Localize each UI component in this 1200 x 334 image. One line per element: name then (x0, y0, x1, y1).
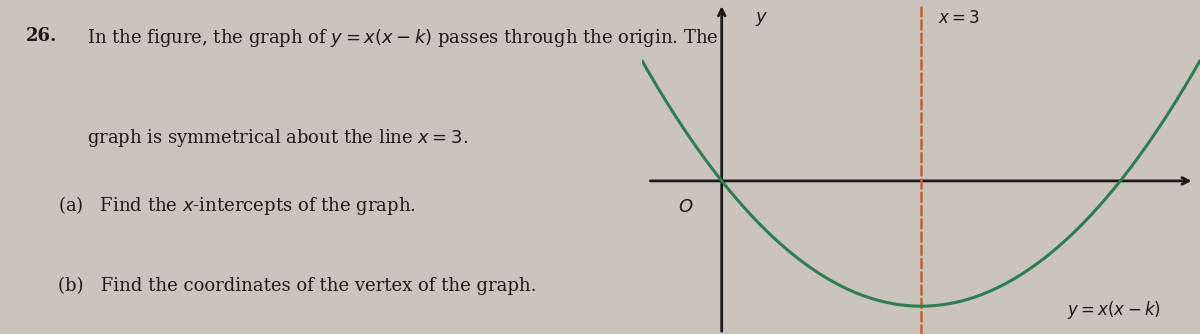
Text: $x= 3$: $x= 3$ (937, 10, 979, 27)
Text: In the figure, the graph of $y = x(x - k)$ passes through the origin. The: In the figure, the graph of $y = x(x - k… (86, 27, 718, 49)
Text: (a)   Find the $x$-intercepts of the graph.: (a) Find the $x$-intercepts of the graph… (58, 194, 415, 217)
Text: (b)   Find the coordinates of the vertex of the graph.: (b) Find the coordinates of the vertex o… (58, 277, 536, 296)
Text: 26.: 26. (25, 27, 58, 45)
Text: $O$: $O$ (678, 198, 694, 216)
Text: graph is symmetrical about the line $x = 3$.: graph is symmetrical about the line $x =… (86, 127, 468, 149)
Text: $y= x(x- k)$: $y= x(x- k)$ (1067, 299, 1162, 321)
Text: $y$: $y$ (755, 10, 768, 28)
